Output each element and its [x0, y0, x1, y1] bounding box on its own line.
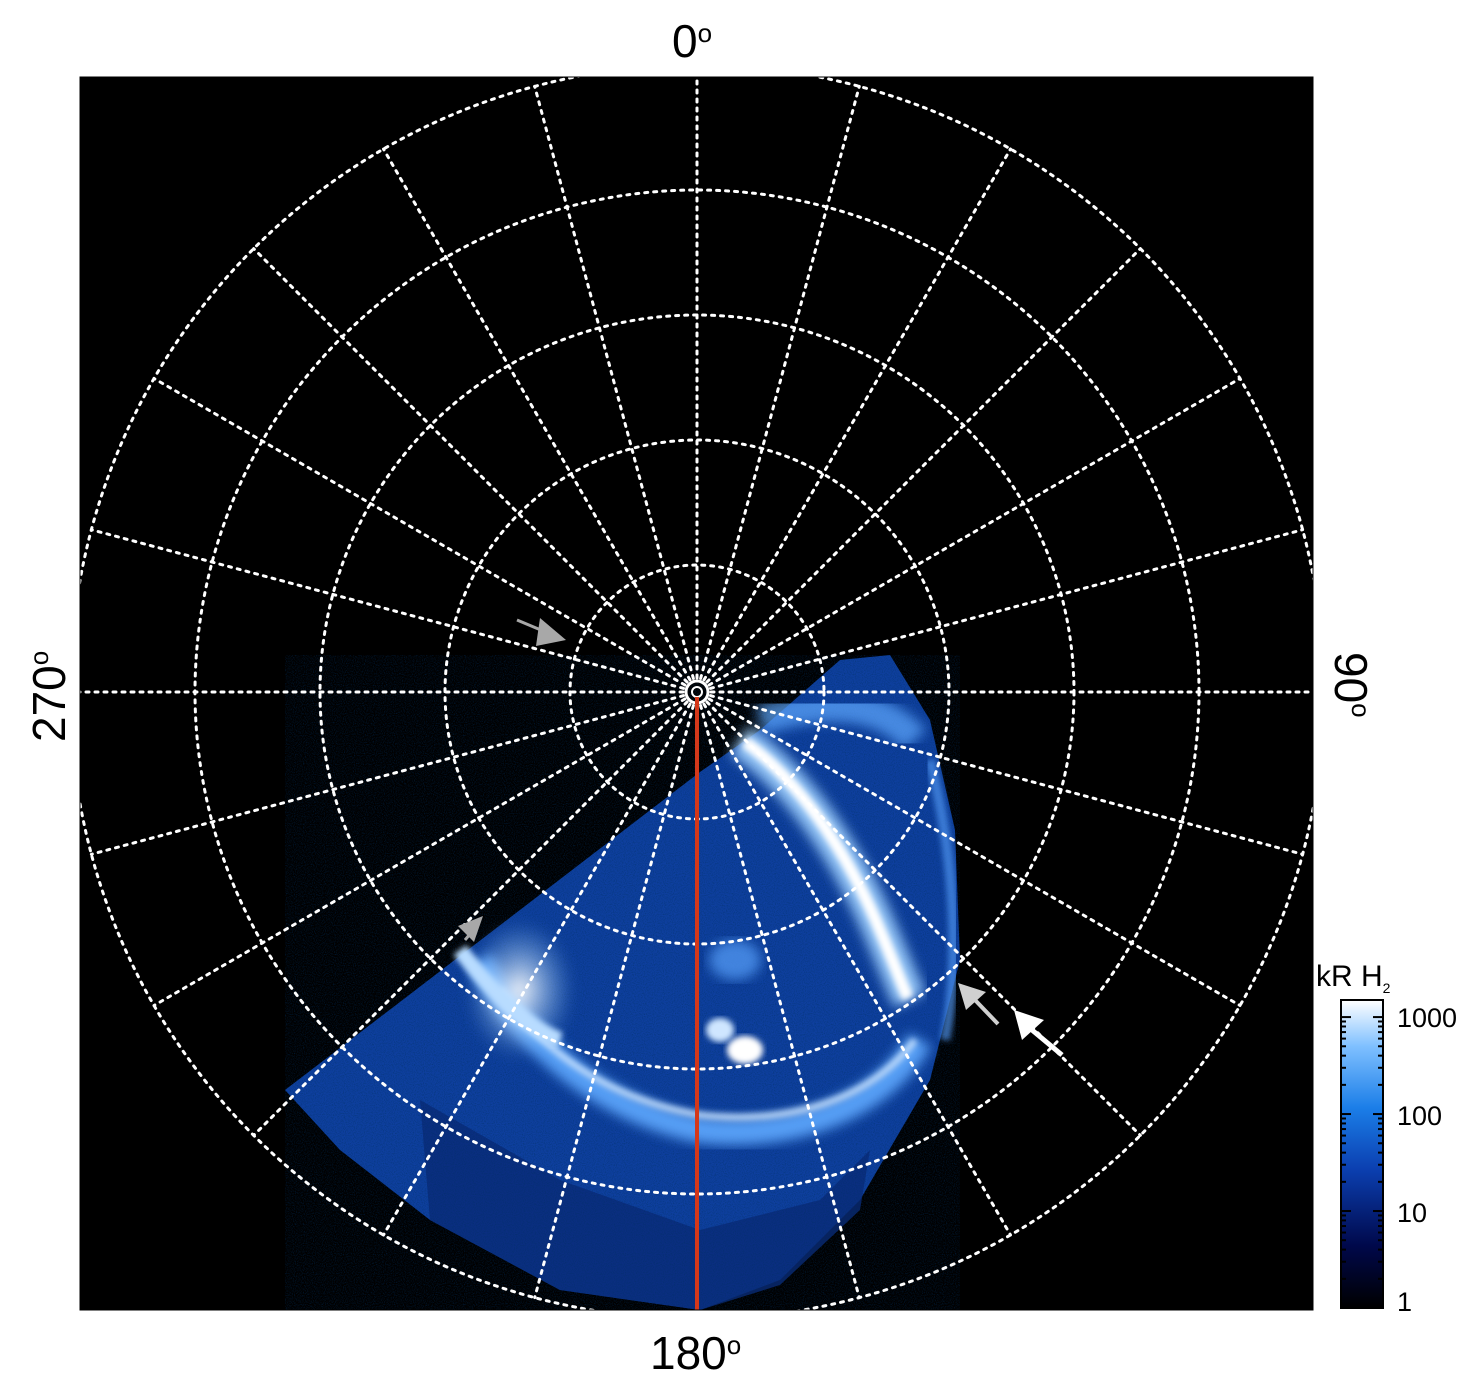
polar-grid	[80, 77, 1313, 1310]
polar-spot-1	[727, 1036, 763, 1064]
gray-arrow-1	[516, 618, 566, 646]
auroral-emission	[285, 655, 960, 1310]
colorbar-title: kR H2	[1316, 960, 1391, 996]
meridian-line-grid	[702, 147, 1012, 682]
colorbar-tick-label: 1	[1397, 1287, 1413, 1317]
polar-spot-2	[706, 1018, 734, 1042]
meridian-line-grid	[252, 700, 689, 1137]
meridian-line-grid	[152, 697, 687, 1007]
meridian-line-grid	[709, 694, 1305, 856]
colorbar-tick-label: 10	[1397, 1198, 1428, 1228]
gray-arrow-2	[458, 916, 483, 942]
label-180-deg: 180o	[650, 1327, 742, 1379]
meridian-line-grid	[699, 84, 861, 680]
meridian-line-grid	[707, 377, 1242, 687]
meridian-line-grid	[699, 704, 861, 1300]
colorbar-tick-label: 1000	[1397, 1003, 1458, 1033]
meridian-line-grid	[707, 697, 1242, 1007]
colorbar	[1340, 999, 1384, 1309]
meridian-line-grid	[705, 700, 1142, 1137]
gray-arrow-3	[958, 983, 1000, 1026]
meridian-line-grid	[533, 704, 695, 1300]
label-0-deg: 0o	[672, 15, 713, 67]
meridian-line-grid	[702, 702, 1012, 1237]
meridian-line-grid	[89, 694, 685, 856]
meridian-line-grid	[89, 528, 685, 690]
meridian-line-grid	[152, 377, 687, 687]
meridian-line-grid	[382, 147, 692, 682]
meridian-line-grid	[382, 702, 692, 1237]
dusk-emission	[465, 920, 575, 1060]
meridian-line-grid	[705, 247, 1142, 684]
meridian-line-grid	[252, 247, 689, 684]
meridian-line-grid	[709, 528, 1305, 690]
plot-frame	[79, 76, 1314, 1311]
colorbar-tick-label: 100	[1397, 1101, 1443, 1131]
meridian-line-grid	[533, 84, 695, 680]
white-arrow	[1014, 1010, 1064, 1057]
